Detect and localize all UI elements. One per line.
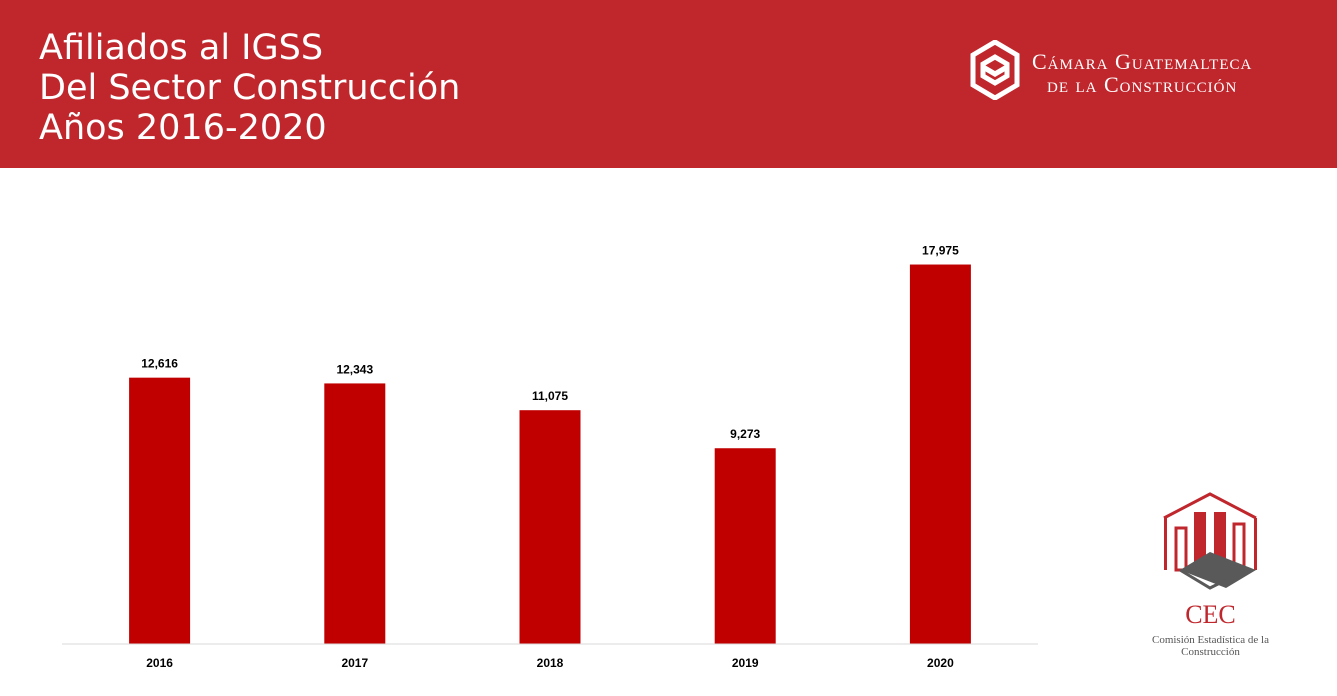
bar-2016 bbox=[129, 377, 191, 644]
bar-2019 bbox=[714, 448, 776, 644]
data-label-2018: 11,075 bbox=[532, 389, 568, 403]
x-tick-label-2020: 2020 bbox=[927, 656, 954, 670]
cec-full-name: Comisión Estadística de la Construcción bbox=[1151, 634, 1269, 658]
brand-name: Cámara Guatemalteca de la Construcción bbox=[1032, 50, 1252, 96]
page-title: Afiliados al IGSS Del Sector Construcció… bbox=[39, 28, 460, 148]
x-tick-label-2019: 2019 bbox=[732, 656, 759, 670]
x-tick-label-2018: 2018 bbox=[537, 656, 564, 670]
x-tick-label-2016: 2016 bbox=[146, 656, 173, 670]
cec-abbreviation: CEC bbox=[1185, 600, 1236, 629]
brand-logo: Cámara Guatemalteca de la Construcción bbox=[970, 40, 1315, 104]
bar-2020 bbox=[909, 264, 971, 644]
data-label-2020: 17,975 bbox=[922, 244, 959, 258]
data-label-2019: 9,273 bbox=[730, 427, 760, 441]
x-tick-label-2017: 2017 bbox=[341, 656, 368, 670]
brand-line-2: de la Construcción bbox=[1047, 72, 1238, 97]
header-banner: Afiliados al IGSS Del Sector Construcció… bbox=[0, 0, 1337, 168]
title-line-2: Del Sector Construcción bbox=[39, 68, 461, 108]
data-label-2017: 12,343 bbox=[336, 362, 373, 376]
title-line-3: Años 2016-2020 bbox=[39, 108, 327, 148]
bar-chart: 12,616 2016 12,343 2017 11,075 2018 9,273 2019 1… bbox=[62, 244, 1038, 670]
title-line-1: Afiliados al IGSS bbox=[39, 28, 324, 68]
cec-logo-block: CEC Comisión Estadística de la Construcc… bbox=[1138, 490, 1283, 665]
bar-2018 bbox=[519, 410, 581, 644]
brand-line-1: Cámara Guatemalteca bbox=[1032, 49, 1253, 74]
hexagon-logo-icon bbox=[970, 40, 1020, 100]
data-label-2016: 12,616 bbox=[141, 357, 178, 371]
bar-2017 bbox=[324, 383, 386, 644]
cec-building-logo-icon bbox=[1163, 492, 1257, 590]
